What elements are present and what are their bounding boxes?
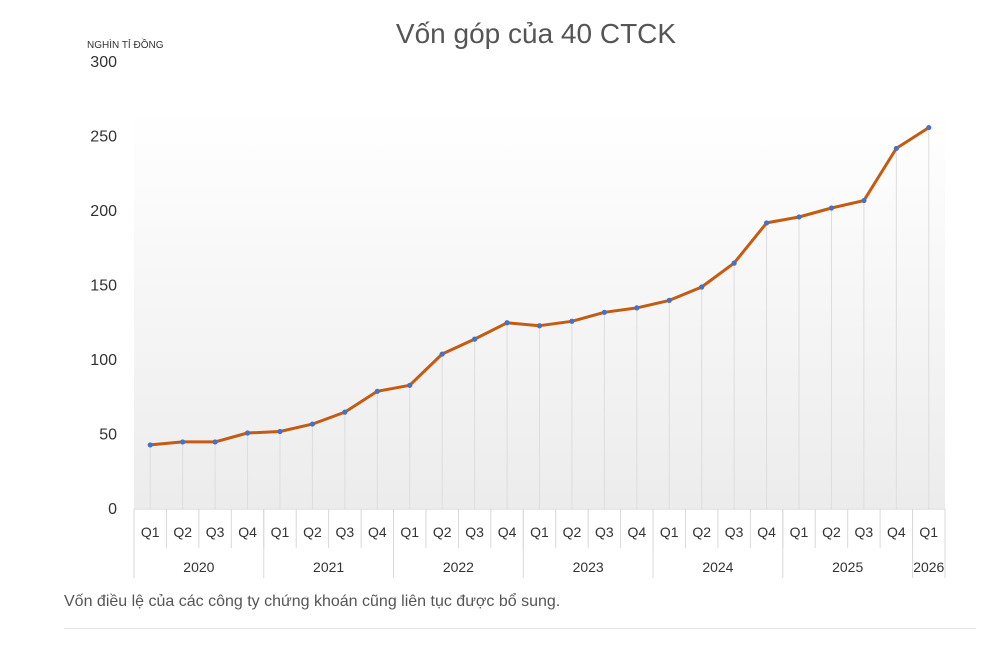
x-tick-label: Q3 <box>595 524 614 540</box>
x-tick-label: Q1 <box>271 524 290 540</box>
data-point <box>212 439 218 445</box>
x-tick-label: Q1 <box>660 524 679 540</box>
x-tick-label: Q1 <box>919 524 938 540</box>
x-tick-label: Q1 <box>530 524 549 540</box>
x-tick-label: Q4 <box>498 524 517 540</box>
x-tick-label: Q3 <box>336 524 355 540</box>
year-label: 2020 <box>183 559 214 575</box>
y-tick-label: 200 <box>90 203 117 220</box>
x-tick-label: Q1 <box>141 524 160 540</box>
data-point <box>601 309 607 315</box>
x-tick-label: Q4 <box>887 524 906 540</box>
data-point <box>277 428 283 435</box>
data-point <box>439 351 445 357</box>
x-tick-label: Q3 <box>465 524 484 540</box>
caption-divider <box>64 628 976 629</box>
year-label: 2026 <box>913 559 944 575</box>
data-point <box>893 145 899 152</box>
data-point <box>699 284 705 290</box>
chart-title: Vốn góp của 40 CTCK <box>396 18 676 49</box>
y-tick-label: 100 <box>90 352 117 369</box>
y-tick-label: 50 <box>99 427 117 444</box>
x-tick-label: Q2 <box>563 524 582 540</box>
data-point <box>731 260 737 266</box>
x-tick-label: Q1 <box>790 524 809 540</box>
data-point <box>504 320 510 326</box>
data-point <box>666 297 672 303</box>
x-tick-label: Q2 <box>692 524 711 540</box>
x-tick-label: Q2 <box>303 524 322 540</box>
y-tick-label: 300 <box>90 54 117 71</box>
data-point <box>180 439 186 445</box>
y-tick-label: 150 <box>90 278 117 295</box>
data-point <box>309 421 316 427</box>
x-tick-label: Q2 <box>173 524 192 540</box>
year-label: 2021 <box>313 559 344 575</box>
data-point <box>244 430 251 436</box>
series-group <box>147 124 932 448</box>
data-point <box>569 318 575 324</box>
data-point <box>828 205 835 211</box>
category-gridlines <box>149 127 930 509</box>
x-tick-label: Q2 <box>822 524 841 540</box>
year-label: 2023 <box>573 559 604 575</box>
data-point <box>796 214 802 220</box>
data-point <box>861 197 867 204</box>
year-label: 2025 <box>832 559 863 575</box>
data-point <box>634 305 640 311</box>
data-point <box>536 323 543 329</box>
y-tick-label: 0 <box>108 501 117 518</box>
chart-caption: Vốn điều lệ của các công ty chứng khoán … <box>64 593 561 610</box>
year-label: 2022 <box>443 559 474 575</box>
x-tick-label: Q3 <box>855 524 874 540</box>
data-point <box>342 409 348 415</box>
year-label: 2024 <box>702 559 733 575</box>
data-point <box>763 220 770 226</box>
x-tick-label: Q1 <box>400 524 419 540</box>
data-point <box>147 442 153 448</box>
x-tick-label: Q4 <box>368 524 387 540</box>
x-tick-label: Q3 <box>725 524 744 540</box>
data-point <box>926 124 932 131</box>
y-axis: 0 50 100 150 200 250 300 <box>90 54 117 518</box>
y-tick-label: 250 <box>90 129 117 146</box>
data-point <box>472 336 478 342</box>
x-tick-label: Q4 <box>238 524 257 540</box>
data-point <box>374 388 380 394</box>
x-tick-label: Q4 <box>757 524 776 540</box>
x-tick-label: Q4 <box>627 524 646 540</box>
data-point <box>407 382 413 388</box>
unit-label: NGHÌN TỈ ĐỒNG <box>87 38 164 51</box>
x-tick-label: Q3 <box>206 524 225 540</box>
x-axis: Q1 Q2 Q3 Q4 Q1 Q2 Q3 Q4 Q1 Q2 Q3 Q4 Q1 Q2 Q3 Q4 Q1 Q2 Q3 Q4… <box>133 508 946 578</box>
x-tick-label: Q2 <box>433 524 452 540</box>
